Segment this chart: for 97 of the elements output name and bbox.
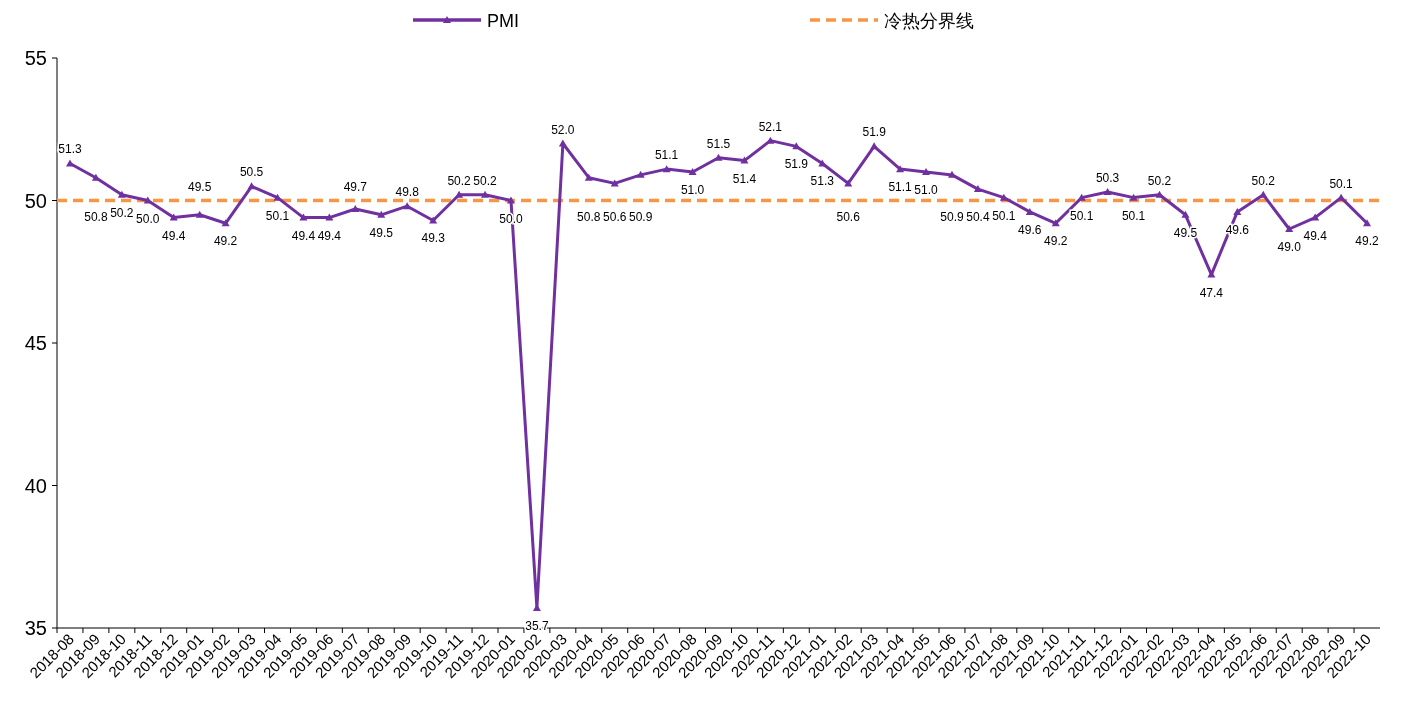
- point: [584, 173, 593, 181]
- point: [740, 156, 749, 164]
- data-label: 52.1: [758, 119, 783, 134]
- y-tick-label: 55: [24, 47, 47, 69]
- data-label: 50.2: [110, 205, 134, 220]
- data-label: 50.6: [603, 209, 627, 224]
- point: [766, 136, 775, 144]
- data-label: 49.6: [1018, 222, 1042, 237]
- data-label: 50.2: [473, 173, 498, 188]
- data-label: 51.1: [654, 148, 679, 163]
- point: [1129, 193, 1138, 201]
- data-label: 50.9: [940, 209, 964, 224]
- point: [1051, 219, 1060, 227]
- data-label: 50.1: [1329, 176, 1354, 191]
- point: [1233, 207, 1242, 215]
- point: [377, 210, 386, 218]
- data-label: 49.4: [291, 228, 316, 243]
- point: [1103, 187, 1112, 195]
- data-label: 49.2: [213, 234, 238, 249]
- point: [221, 219, 230, 227]
- y-tick-label: 45: [24, 332, 47, 354]
- point: [1363, 219, 1372, 227]
- data-label: 51.0: [914, 183, 939, 197]
- point: [714, 153, 723, 161]
- data-label: 50.1: [1070, 208, 1094, 223]
- point: [1077, 193, 1086, 201]
- data-label: 52.0: [551, 122, 575, 137]
- point: [973, 185, 982, 193]
- point: [1025, 207, 1034, 215]
- data-label: 51.9: [784, 157, 809, 172]
- data-label: 50.3: [1095, 170, 1120, 185]
- data-label: 35.7: [525, 619, 549, 634]
- data-label: 50.9: [629, 209, 653, 224]
- point: [169, 213, 178, 221]
- data-label: 49.2: [1044, 234, 1068, 249]
- point: [558, 139, 567, 147]
- data-label: 51.3: [810, 174, 835, 189]
- data-label: 50.2: [1147, 173, 1172, 188]
- point: [896, 165, 905, 173]
- y-tick-label: 40: [24, 474, 47, 497]
- data-label: 51.5: [706, 136, 731, 151]
- data-label: 49.4: [1303, 228, 1328, 243]
- data-label: 51.0: [680, 183, 705, 197]
- data-label: 50.2: [447, 173, 472, 188]
- point: [1155, 190, 1164, 198]
- point: [403, 202, 412, 210]
- data-label: 51.9: [862, 125, 887, 140]
- data-label: 50.0: [136, 211, 160, 226]
- y-tick-label: 50: [24, 189, 47, 212]
- point: [1207, 270, 1216, 278]
- data-label: 49.5: [369, 225, 394, 240]
- point: [91, 173, 100, 181]
- point: [506, 196, 515, 204]
- data-label: 47.4: [1199, 285, 1224, 300]
- data-label: 50.1: [265, 208, 290, 223]
- point: [636, 170, 645, 178]
- point: [325, 213, 334, 221]
- data-label: 49.3: [421, 231, 446, 246]
- point: [351, 205, 360, 213]
- point: [117, 190, 126, 198]
- point: [455, 190, 464, 198]
- point: [870, 142, 879, 150]
- point: [481, 190, 490, 198]
- point: [688, 168, 697, 175]
- point: [143, 196, 152, 204]
- point: [1181, 210, 1190, 218]
- point: [299, 213, 308, 221]
- data-label: 50.6: [836, 209, 861, 224]
- point: [999, 193, 1008, 201]
- point: [247, 182, 256, 190]
- data-label: 49.7: [343, 179, 368, 194]
- point: [662, 165, 671, 173]
- data-label: 49.2: [1355, 234, 1380, 249]
- data-label: 49.4: [317, 228, 342, 243]
- point: [1285, 225, 1294, 232]
- data-label: 50.4: [966, 209, 990, 224]
- data-label: 50.8: [577, 209, 601, 224]
- point: [195, 210, 204, 218]
- data-label: 51.4: [732, 171, 757, 186]
- point: [273, 193, 282, 201]
- legend-label: PMI: [487, 11, 520, 31]
- data-label: 49.8: [395, 185, 420, 200]
- point: [1311, 213, 1320, 221]
- data-label: 49.0: [1277, 240, 1302, 254]
- data-label: 49.4: [162, 228, 186, 243]
- y-tick-label: 35: [24, 617, 47, 639]
- data-label: 50.8: [84, 209, 108, 224]
- data-label: 50.2: [1251, 173, 1276, 188]
- data-label: 51.3: [58, 142, 82, 157]
- data-label: 50.5: [239, 165, 264, 180]
- point: [922, 168, 931, 175]
- data-label: 49.5: [188, 179, 212, 194]
- legend-label: 冷热分界线: [884, 11, 974, 31]
- point: [947, 170, 956, 178]
- data-label: 51.1: [888, 180, 913, 195]
- data-label: 50.1: [992, 208, 1016, 223]
- data-label: 50.1: [1121, 208, 1146, 223]
